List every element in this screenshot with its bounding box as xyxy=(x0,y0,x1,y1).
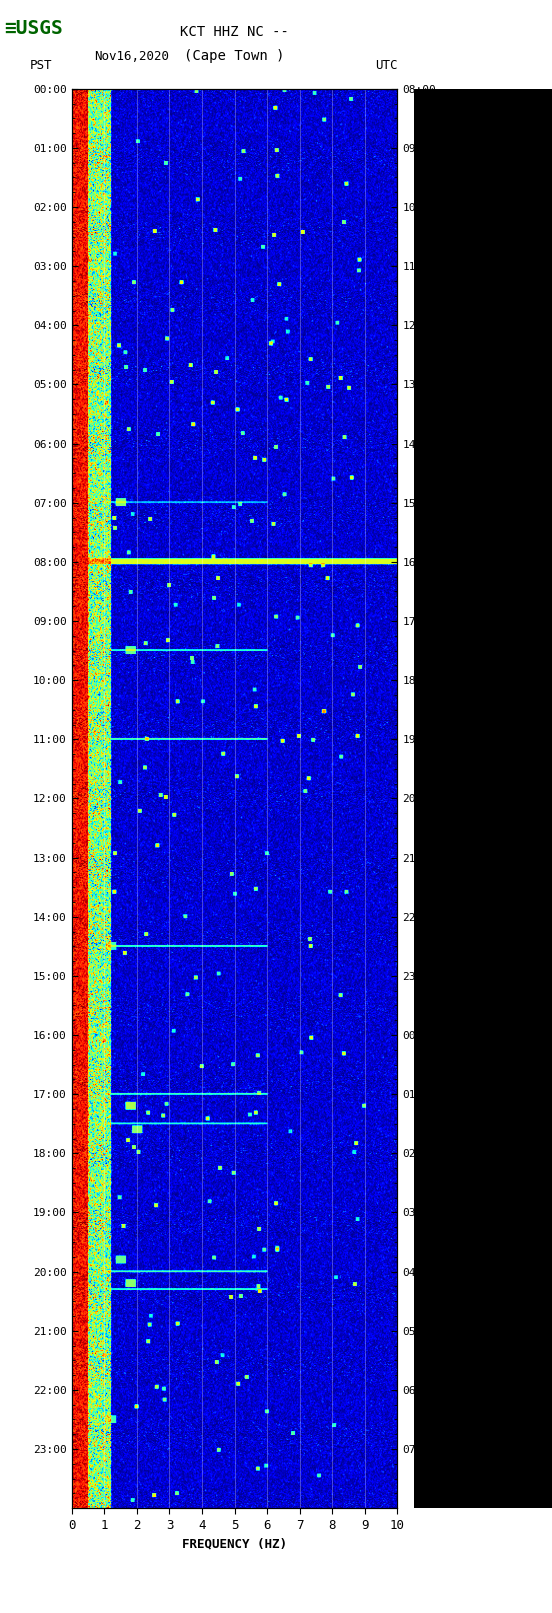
Text: (Cape Town ): (Cape Town ) xyxy=(184,48,285,63)
Text: PST: PST xyxy=(29,58,52,71)
Text: KCT HHZ NC --: KCT HHZ NC -- xyxy=(180,26,289,39)
Text: UTC: UTC xyxy=(375,58,397,71)
Text: Nov16,2020: Nov16,2020 xyxy=(94,50,169,63)
Text: ≡USGS: ≡USGS xyxy=(4,19,63,37)
X-axis label: FREQUENCY (HZ): FREQUENCY (HZ) xyxy=(182,1537,287,1550)
